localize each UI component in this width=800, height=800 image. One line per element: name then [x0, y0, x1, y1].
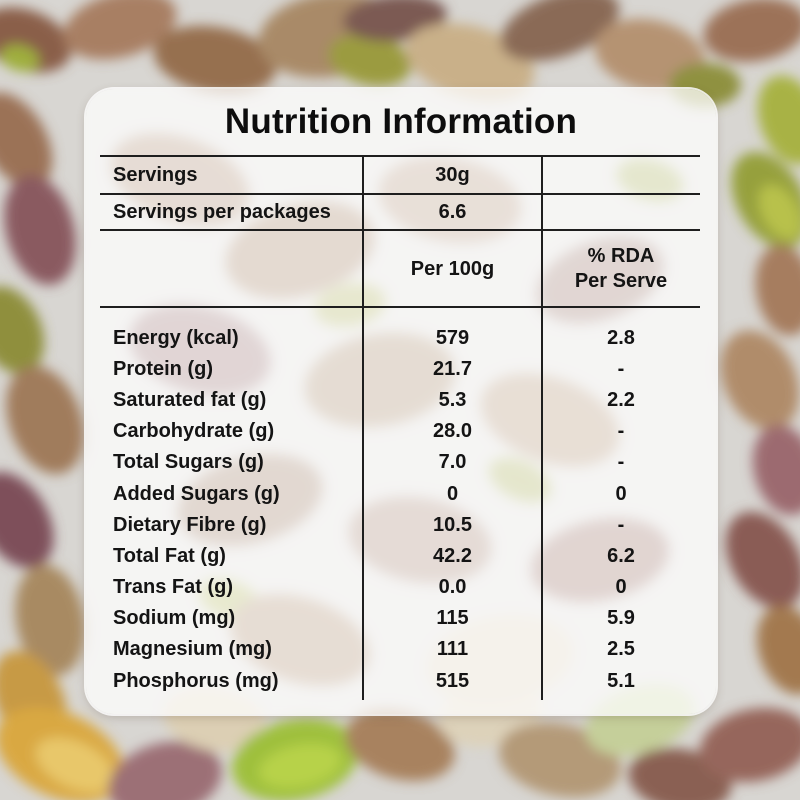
table-row-protein: Protein (g) 21.7 - [100, 353, 700, 384]
table-row-trans-fat: Trans Fat (g) 0.0 0 [100, 572, 700, 603]
row-label: Servings per packages [113, 201, 331, 223]
row-label: Total Sugars (g) [113, 451, 264, 474]
column-header-per-100g: Per 100g [410, 257, 495, 280]
row-label: Sodium (mg) [113, 607, 236, 630]
table-line-v [362, 155, 364, 700]
table-row-servings: Servings 30g [100, 157, 700, 193]
rda-value: 0 [615, 482, 627, 505]
rda-value: 2.2 [607, 388, 635, 411]
table-row-magnesium: Magnesium (mg) 111 2.5 [100, 634, 700, 665]
table-line-v [541, 155, 543, 700]
servings-per-package-value: 6.6 [438, 201, 467, 223]
table-row-dietary-fibre: Dietary Fibre (g) 10.5 - [100, 509, 700, 540]
table-line-h [100, 306, 700, 308]
row-label: Energy (kcal) [113, 326, 239, 349]
rda-value: 5.1 [607, 669, 635, 692]
rda-header-line1: % RDA [587, 244, 655, 267]
per-100g-value: 28.0 [433, 420, 472, 443]
table-row-phosphorus: Phosphorus (mg) 515 5.1 [100, 665, 700, 696]
per-100g-value: 42.2 [433, 544, 472, 567]
row-label: Trans Fat (g) [113, 576, 234, 599]
rda-value: 6.2 [607, 544, 635, 567]
row-label: Phosphorus (mg) [113, 669, 279, 692]
rda-value: - [617, 420, 625, 443]
row-label: Total Fat (g) [113, 544, 226, 567]
rda-value: 0 [615, 576, 627, 599]
rda-value: 2.5 [607, 638, 635, 661]
servings-value: 30g [435, 164, 470, 186]
nutrient-rows: Energy (kcal) 579 2.8 Protein (g) 21.7 -… [100, 322, 700, 696]
per-100g-value: 115 [436, 607, 469, 630]
column-header-rda: % RDA Per Serve [542, 244, 700, 294]
per-100g-value: 0.0 [438, 576, 467, 599]
row-label: Added Sugars (g) [113, 482, 280, 505]
table-row-total-fat: Total Fat (g) 42.2 6.2 [100, 540, 700, 571]
row-label: Magnesium (mg) [113, 638, 272, 661]
table-row-energy: Energy (kcal) 579 2.8 [100, 322, 700, 353]
table-row-carbohydrate: Carbohydrate (g) 28.0 - [100, 416, 700, 447]
row-label: Carbohydrate (g) [113, 420, 275, 443]
table-row-sodium: Sodium (mg) 115 5.9 [100, 603, 700, 634]
nutrition-table: Servings 30g Servings per packages 6.6 P… [100, 155, 700, 700]
per-100g-value: 21.7 [433, 357, 472, 380]
per-100g-value: 579 [435, 326, 470, 349]
table-row-added-sugars: Added Sugars (g) 0 0 [100, 478, 700, 509]
rda-header-line2: Per Serve [574, 269, 668, 292]
table-row-saturated-fat: Saturated fat (g) 5.3 2.2 [100, 384, 700, 415]
row-label: Servings [113, 164, 198, 186]
rda-value: - [617, 357, 625, 380]
per-100g-value: 111 [436, 638, 469, 661]
rda-value: 5.9 [607, 607, 635, 630]
rda-value: - [617, 513, 625, 536]
table-header-row: Per 100g % RDA Per Serve [100, 231, 700, 306]
rda-value: 2.8 [607, 326, 635, 349]
row-label: Dietary Fibre (g) [113, 513, 267, 536]
per-100g-value: 5.3 [438, 388, 467, 411]
rda-value: - [617, 451, 625, 474]
row-label: Saturated fat (g) [113, 388, 267, 411]
per-100g-value: 7.0 [438, 451, 467, 474]
per-100g-value: 0 [446, 482, 459, 505]
per-100g-value: 515 [435, 669, 470, 692]
panel-title: Nutrition Information [224, 102, 578, 141]
table-line-h [100, 155, 700, 157]
per-100g-value: 10.5 [433, 513, 472, 536]
table-row-servings-per-package: Servings per packages 6.6 [100, 195, 700, 229]
table-row-total-sugars: Total Sugars (g) 7.0 - [100, 447, 700, 478]
table-line-h [100, 193, 700, 195]
nutrition-panel: Nutrition Information Servings 30g Servi… [86, 89, 716, 714]
table-line-h [100, 229, 700, 231]
row-label: Protein (g) [113, 357, 213, 380]
